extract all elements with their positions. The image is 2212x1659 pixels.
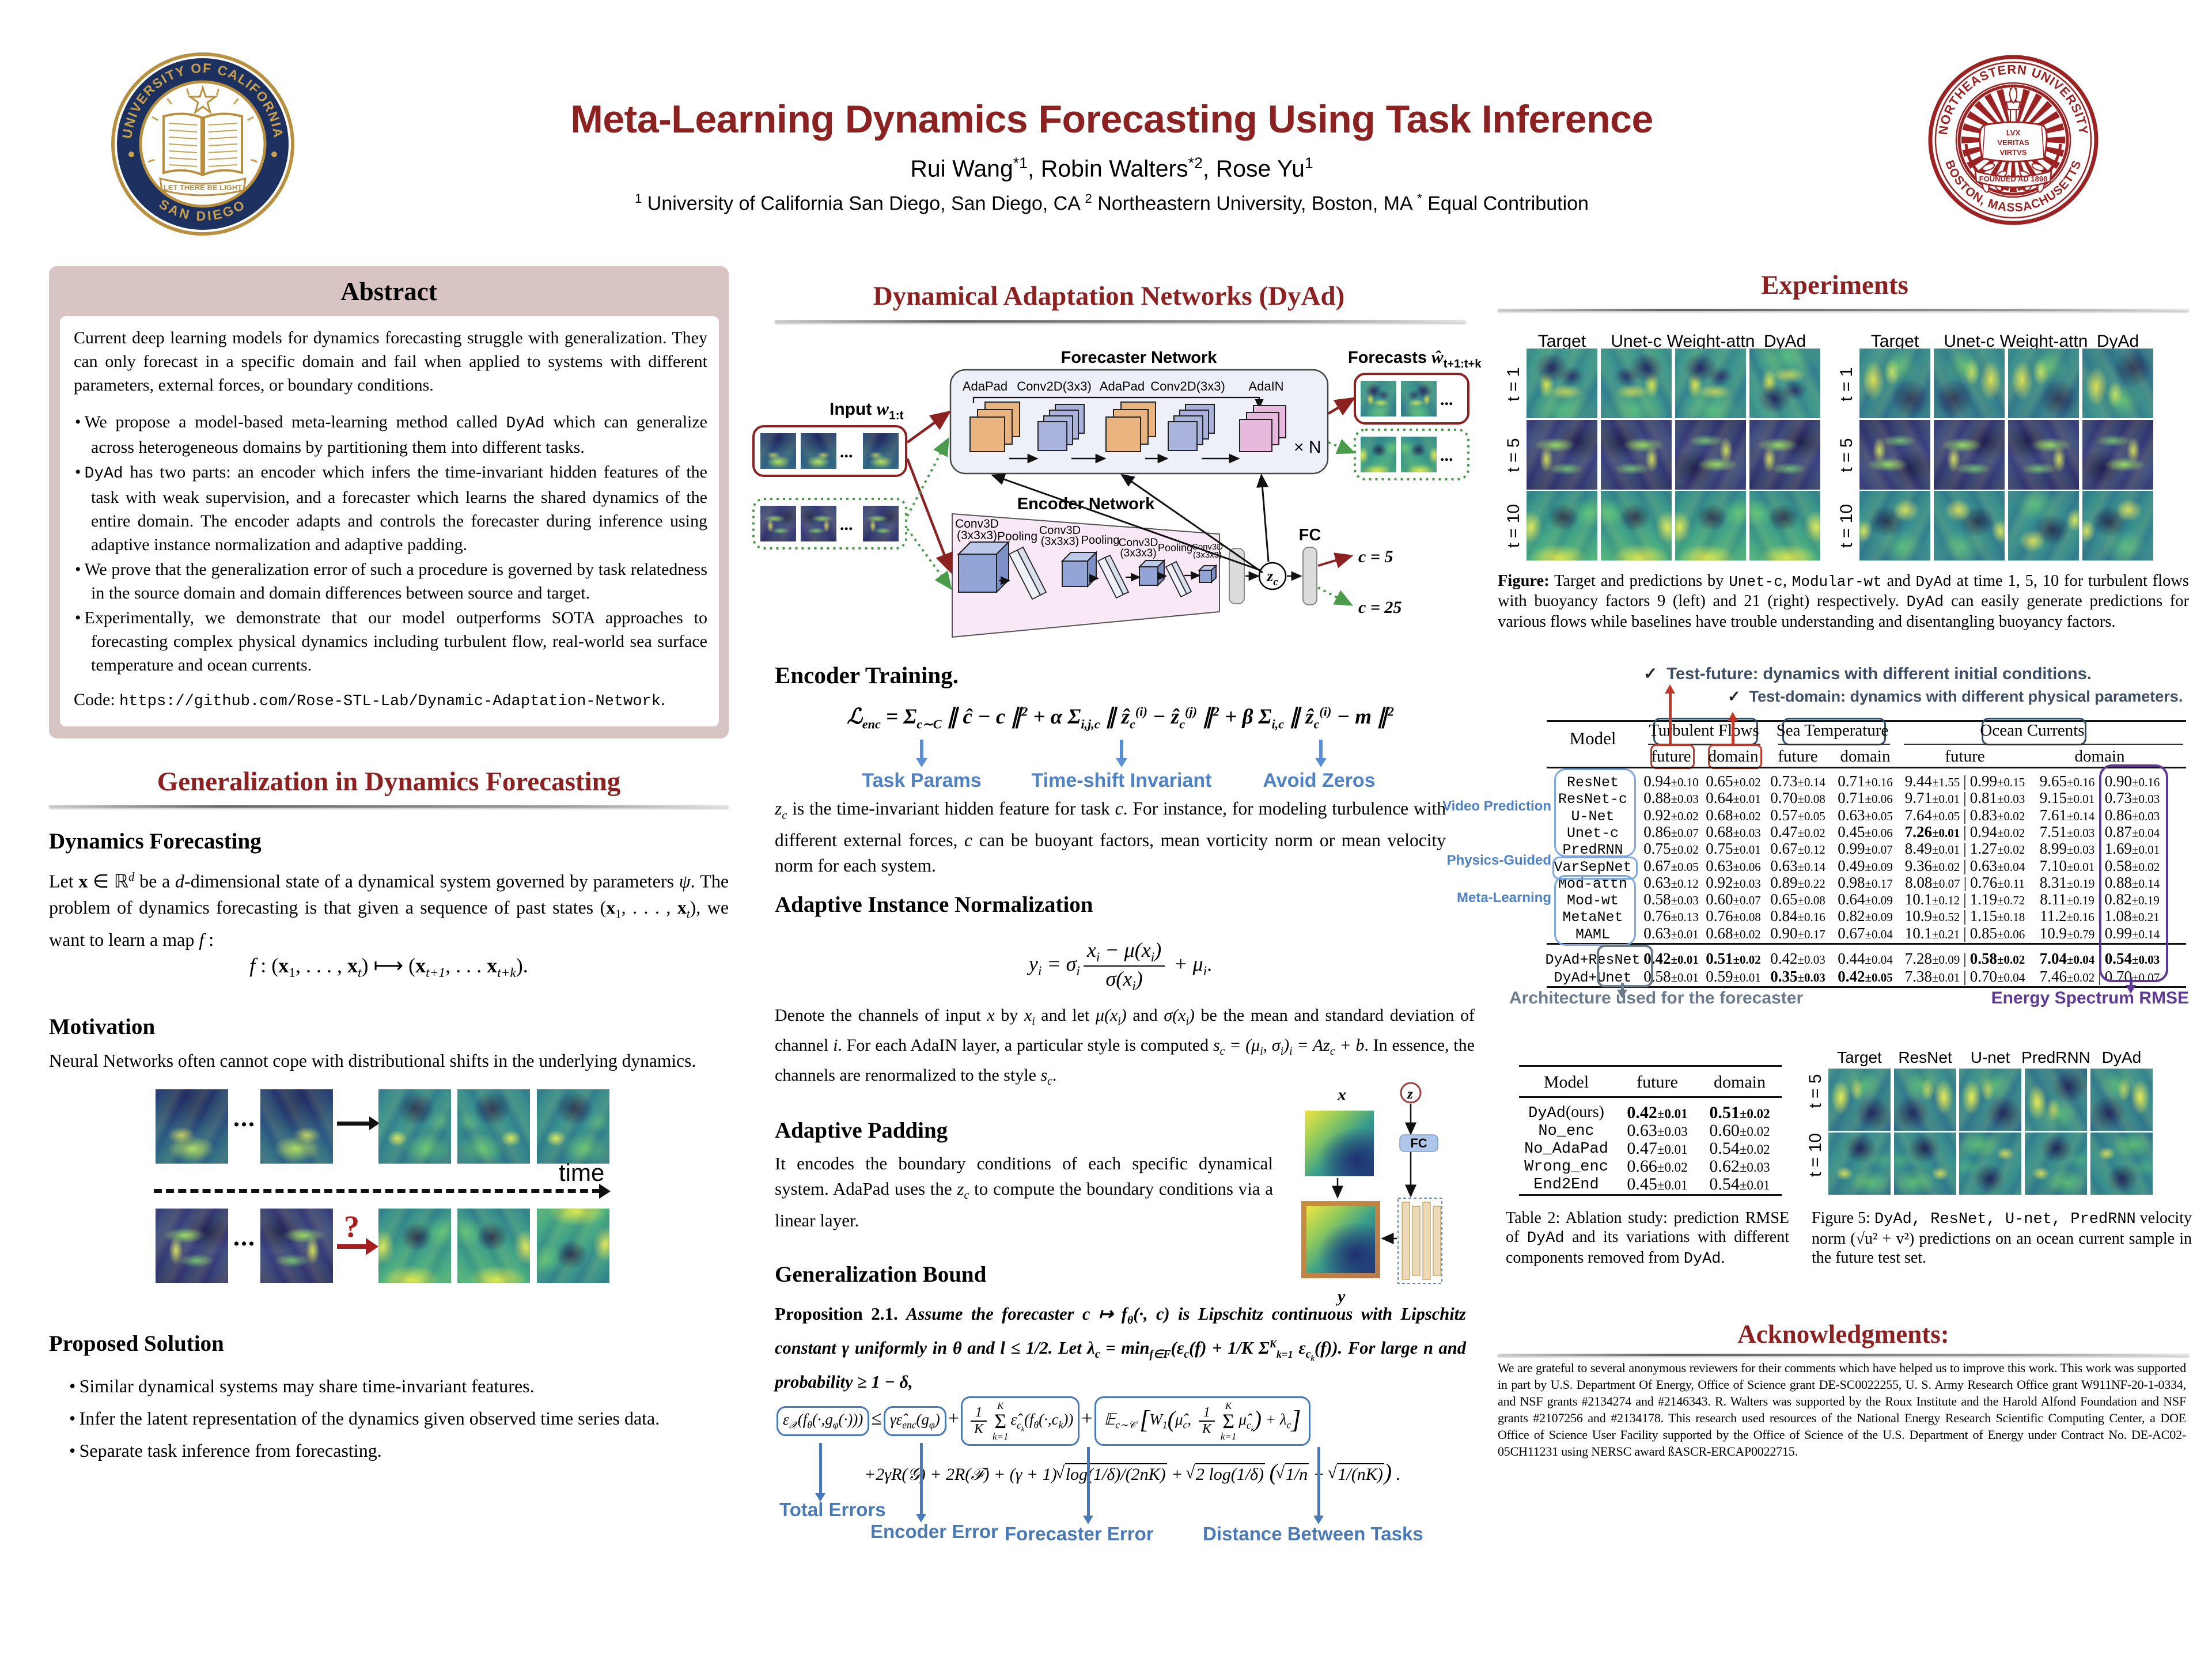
svg-text:(3x3x3): (3x3x3) [1193,550,1222,560]
svg-text:Forecaster Network: Forecaster Network [1061,349,1218,367]
svg-text:Conv2D(3x3): Conv2D(3x3) [1017,379,1092,393]
svg-text:c = 5: c = 5 [1358,547,1393,566]
svg-text:AdaPad: AdaPad [1100,379,1145,393]
svg-text:AdaPad: AdaPad [963,379,1007,393]
svg-text:y: y [1336,1287,1346,1306]
svg-text:LET THERE BE LIGHT: LET THERE BE LIGHT [164,183,243,192]
svg-text:FC: FC [1299,526,1321,544]
svg-text:Conv3D: Conv3D [1039,524,1081,537]
svg-text:VIRTVS: VIRTVS [2000,148,2027,157]
svg-text:(3x3x3): (3x3x3) [1120,547,1156,559]
svg-text:Conv2D(3x3): Conv2D(3x3) [1150,379,1225,393]
svg-text:Input w1:t: Input w1:t [830,398,904,422]
svg-text:AdaIN: AdaIN [1248,379,1283,393]
svg-text:Pooling: Pooling [1158,542,1192,554]
svg-text:FC: FC [1410,1136,1427,1150]
svg-text:Forecasts ŵt+1:t+k: Forecasts ŵt+1:t+k [1348,347,1482,370]
svg-text:VERITAS: VERITAS [1997,138,2029,147]
svg-text:(3x3x3): (3x3x3) [957,529,997,542]
svg-text:× N: × N [1294,438,1321,457]
svg-text:c = 25: c = 25 [1358,598,1402,617]
svg-text:Pooling: Pooling [997,530,1037,543]
svg-text:x: x [1337,1085,1346,1104]
svg-text:LVX: LVX [2006,128,2021,137]
svg-text:z: z [1407,1086,1413,1102]
svg-text:Pooling: Pooling [1081,534,1120,547]
svg-text:Conv3D: Conv3D [1119,537,1158,549]
svg-text:Encoder Network: Encoder Network [1017,495,1155,513]
svg-text:(3x3x3): (3x3x3) [1041,535,1080,548]
svg-text:FOUNDED AD 1898: FOUNDED AD 1898 [1979,175,2048,183]
svg-text:Conv3D: Conv3D [955,517,999,531]
